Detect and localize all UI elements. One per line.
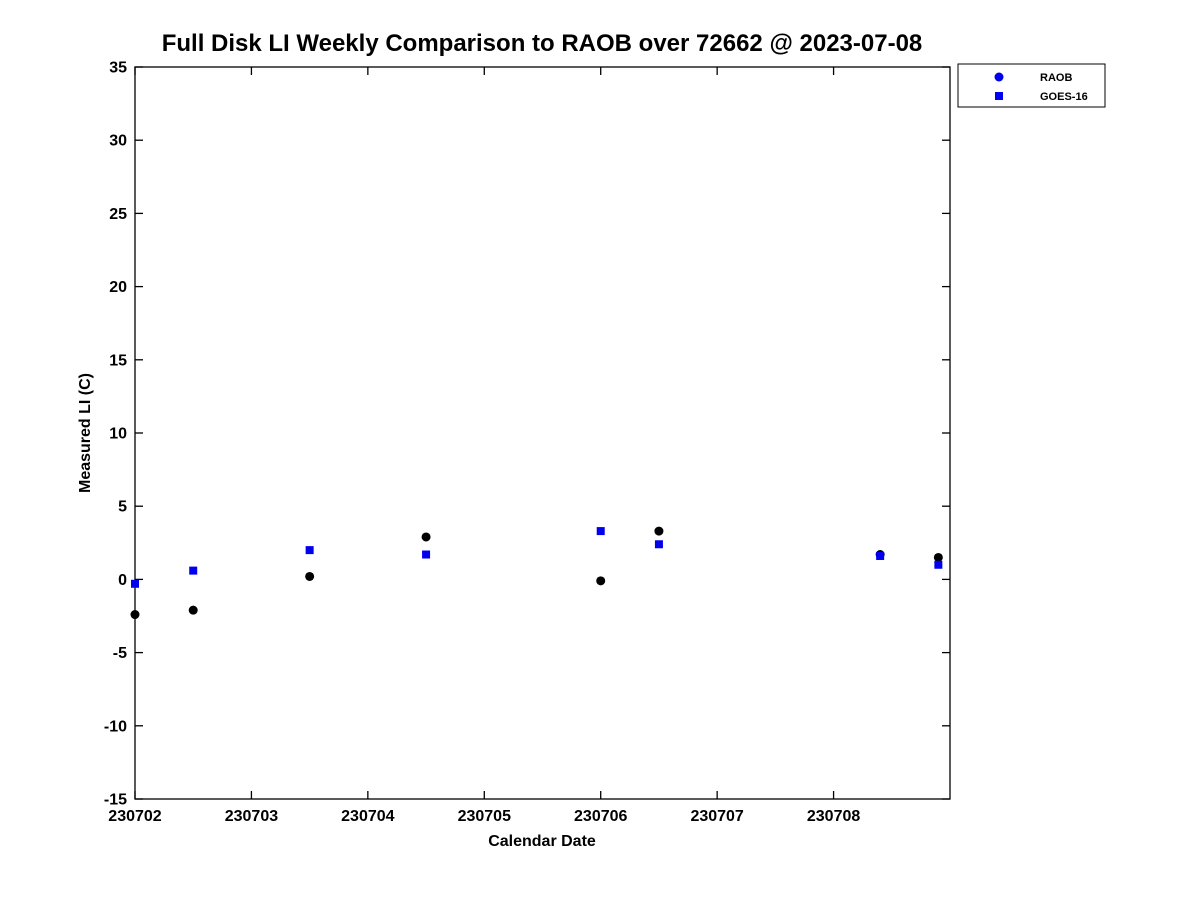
- tick-labels: 230702 230703 230704 230705 230706 230707 2307…: [104, 60, 860, 826]
- y-tick-label: -10: [104, 718, 127, 735]
- axis-ticks: [134, 66, 950, 800]
- legend-goes16-label: GOES-16: [1040, 91, 1088, 103]
- y-tick-label: 15: [109, 352, 127, 369]
- x-tick-label: 230703: [225, 808, 278, 825]
- legend-goes16-marker-icon: [995, 92, 1003, 100]
- y-tick-label: 30: [109, 133, 127, 150]
- y-tick-label: 5: [118, 499, 127, 516]
- raob-point: [188, 605, 198, 615]
- x-tick-label: 230705: [458, 808, 511, 825]
- y-tick-label: 10: [109, 426, 127, 443]
- legend-box: [957, 63, 1106, 108]
- y-tick-label: -15: [104, 792, 127, 809]
- legend-raob-marker-icon: [994, 72, 1004, 82]
- x-tick-label: 230708: [807, 808, 860, 825]
- raob-point: [596, 576, 606, 586]
- y-tick-label: 0: [118, 572, 127, 589]
- x-tick-label: 230707: [690, 808, 743, 825]
- x-tick-label: 230704: [341, 808, 394, 825]
- raob-point: [421, 532, 431, 542]
- raob-point: [305, 571, 315, 581]
- y-tick-label: 25: [109, 206, 127, 223]
- legend: RAOB GOES-16: [957, 63, 1106, 108]
- goes-16-point: [422, 550, 431, 559]
- x-axis-label: Calendar Date: [488, 833, 596, 850]
- chart-title: Full Disk LI Weekly Comparison to RAOB o…: [162, 30, 923, 57]
- goes-16-point: [934, 560, 943, 569]
- data-points: [130, 526, 943, 620]
- x-tick-label: 230706: [574, 808, 627, 825]
- plot-area-border: [134, 66, 951, 800]
- raob-point: [654, 526, 664, 536]
- goes-16-point: [654, 540, 663, 549]
- goes-16-point: [305, 546, 314, 555]
- y-tick-label: 35: [109, 60, 127, 77]
- raob-point: [130, 610, 140, 620]
- legend-raob-label: RAOB: [1040, 72, 1072, 84]
- y-tick-label: -5: [113, 645, 127, 662]
- goes-16-point: [131, 579, 139, 588]
- y-tick-label: 20: [109, 279, 127, 296]
- goes-16-point: [596, 527, 605, 536]
- goes-16-point: [876, 551, 885, 560]
- raob-point: [933, 552, 943, 562]
- x-tick-label: 230702: [108, 808, 161, 825]
- goes-16-point: [189, 566, 198, 575]
- y-axis-label: Measured LI (C): [77, 373, 94, 493]
